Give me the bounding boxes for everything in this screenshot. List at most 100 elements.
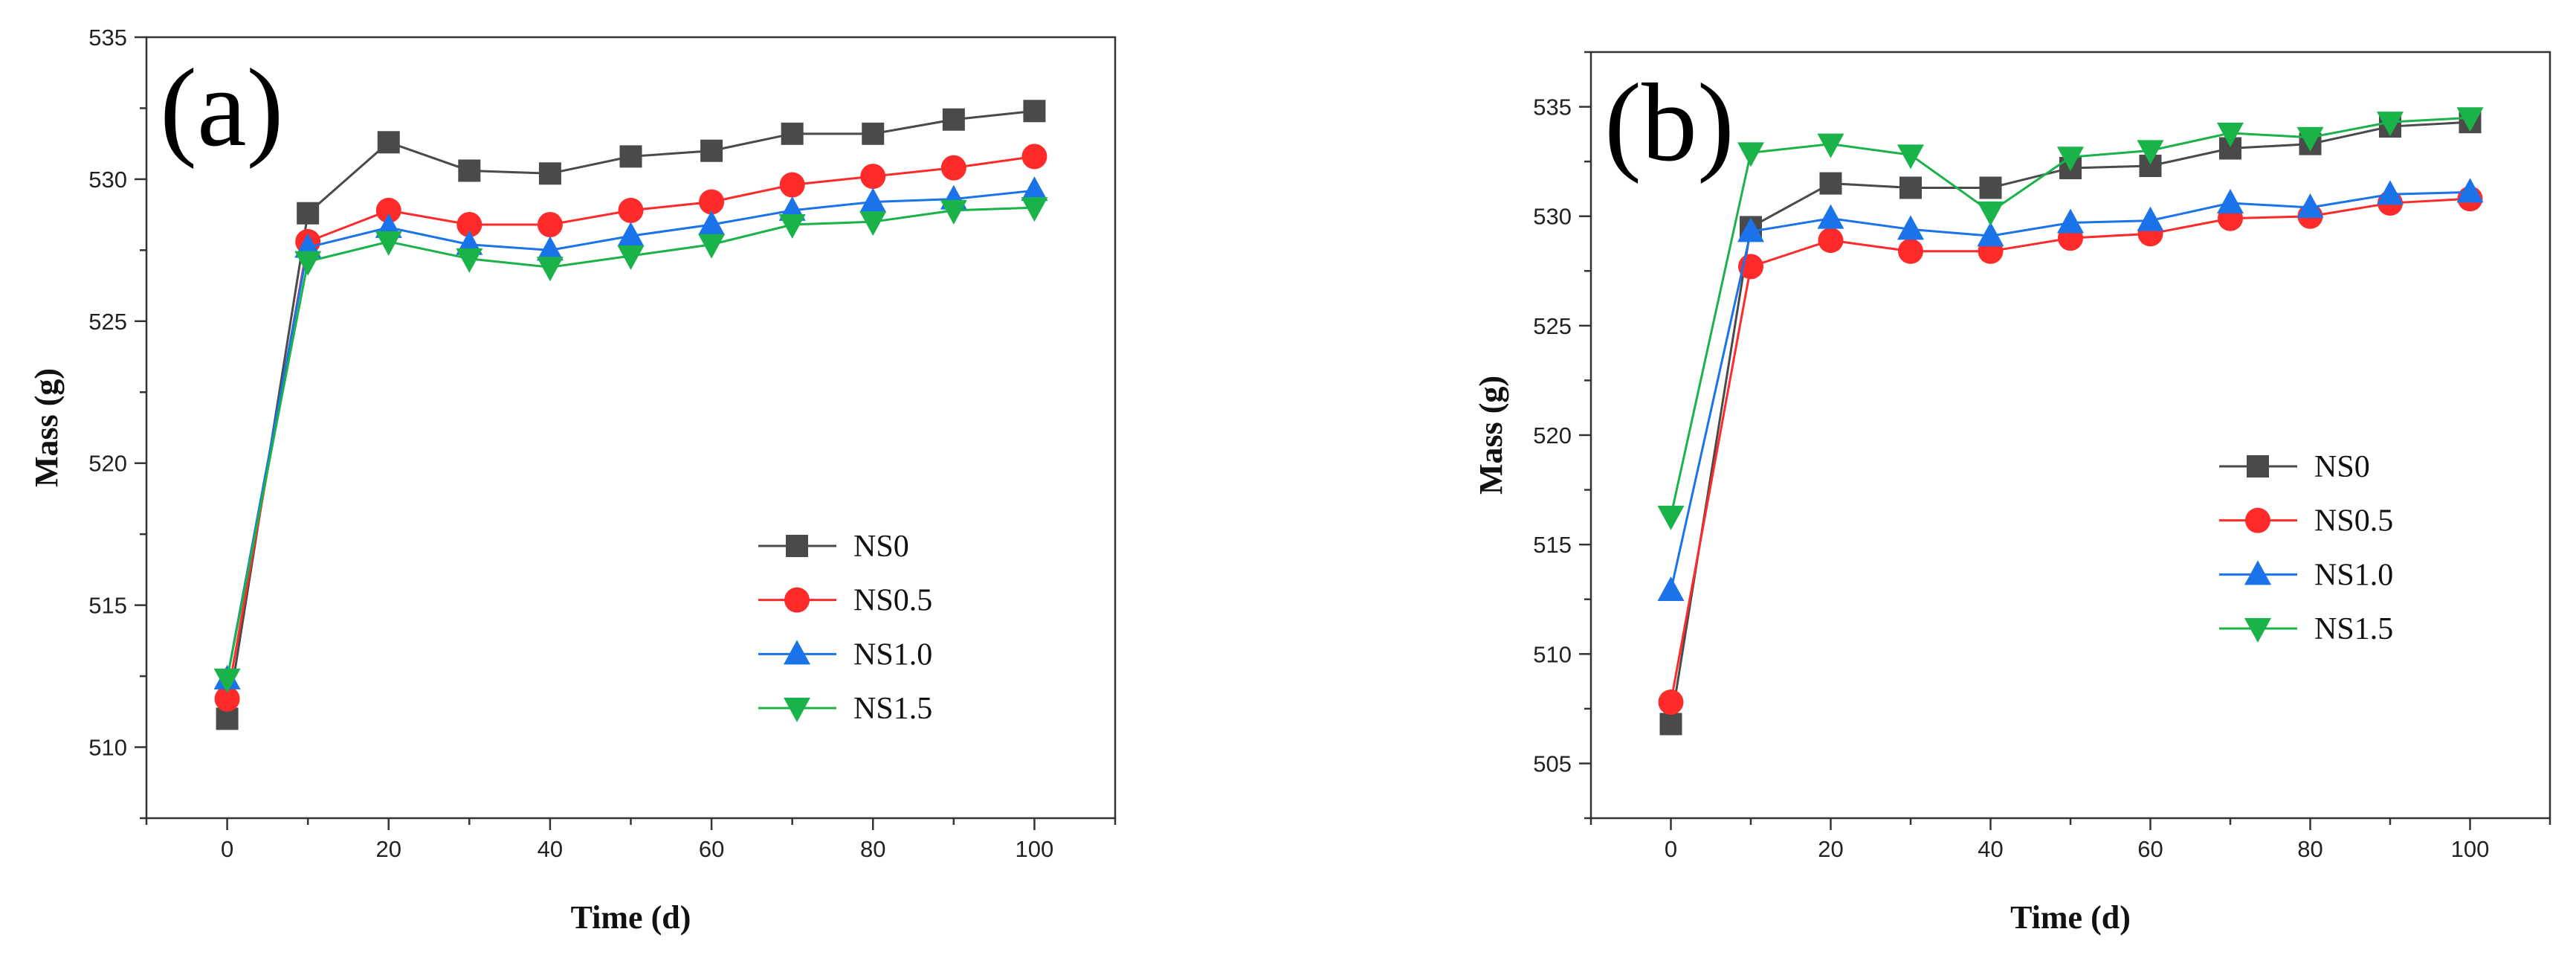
data-point bbox=[1818, 228, 1844, 254]
data-point bbox=[860, 164, 886, 190]
data-point bbox=[2456, 178, 2484, 203]
legend-marker bbox=[2247, 455, 2269, 478]
x-tick-label: 100 bbox=[1016, 836, 1054, 862]
data-point bbox=[1737, 142, 1764, 167]
data-point bbox=[2217, 189, 2244, 214]
legend-label: NS0.5 bbox=[2314, 504, 2393, 539]
data-point bbox=[214, 686, 240, 712]
data-point bbox=[537, 212, 563, 237]
legend-label: NS0.5 bbox=[853, 584, 932, 618]
y-tick-label: 520 bbox=[88, 451, 127, 477]
legend-marker bbox=[784, 587, 810, 613]
y-tick-label: 525 bbox=[88, 309, 127, 335]
data-point bbox=[297, 202, 320, 225]
data-point bbox=[1977, 222, 2004, 247]
data-point bbox=[2456, 107, 2484, 132]
x-tick-label: 0 bbox=[1665, 836, 1677, 862]
legend-marker bbox=[2245, 507, 2270, 533]
data-point bbox=[699, 189, 725, 215]
y-tick-label: 515 bbox=[88, 593, 127, 619]
data-point bbox=[2137, 206, 2164, 231]
y-tick-label: 515 bbox=[1533, 532, 1572, 558]
legend-marker bbox=[784, 640, 810, 665]
data-point bbox=[538, 162, 561, 185]
data-point bbox=[779, 172, 805, 198]
data-point bbox=[2296, 193, 2324, 218]
legend-marker bbox=[786, 535, 808, 557]
data-point bbox=[213, 668, 241, 693]
x-tick-label: 100 bbox=[2451, 836, 2490, 862]
legend-entry-ns0: NS0 bbox=[758, 530, 909, 564]
data-point bbox=[700, 139, 723, 162]
y-tick-label: 530 bbox=[88, 167, 127, 193]
legend-marker bbox=[2244, 560, 2271, 585]
data-point bbox=[1021, 176, 1048, 202]
data-point bbox=[619, 145, 642, 168]
x-axis-title: Time (d) bbox=[571, 899, 691, 936]
data-point bbox=[2137, 140, 2164, 165]
data-point bbox=[859, 211, 887, 237]
data-point bbox=[294, 251, 322, 276]
legend-entry-ns1-5: NS1.5 bbox=[758, 692, 932, 726]
x-tick-label: 40 bbox=[1978, 836, 2003, 862]
data-point bbox=[2057, 208, 2084, 234]
x-tick-label: 60 bbox=[2137, 836, 2163, 862]
data-point bbox=[536, 257, 564, 282]
legend-entry-ns1-5: NS1.5 bbox=[2219, 612, 2393, 646]
legend: NS0 NS0.5 NS1.0 NS1.5 bbox=[758, 530, 932, 726]
legend-label: NS0 bbox=[2314, 450, 2370, 484]
data-point bbox=[458, 159, 481, 182]
legend-entry-ns1-0: NS1.0 bbox=[758, 637, 932, 672]
data-point bbox=[1659, 713, 1682, 736]
x-tick-label: 60 bbox=[699, 836, 724, 862]
data-point bbox=[1899, 176, 1922, 199]
y-tick-label: 510 bbox=[1533, 641, 1572, 667]
data-point bbox=[2217, 122, 2244, 147]
data-point bbox=[617, 245, 645, 270]
legend-entry-ns0-5: NS0.5 bbox=[2219, 504, 2393, 539]
legend-label: NS1.5 bbox=[853, 692, 932, 726]
y-tick-label: 520 bbox=[1533, 422, 1572, 449]
data-point bbox=[1897, 215, 1924, 240]
data-point bbox=[375, 231, 402, 256]
data-point bbox=[698, 210, 726, 235]
series-ns1-5 bbox=[213, 197, 1048, 693]
panel-label: (a) bbox=[160, 46, 283, 170]
chart-panel-a: 0 20 40 60 80 100 510 515 520 525 530 535 Time (d) Ma… bbox=[28, 25, 1117, 936]
data-point bbox=[1819, 172, 1842, 195]
legend-marker bbox=[2244, 618, 2271, 643]
chart-panel-b: 0 20 40 60 80 100 505 510 515 520 525 530 535 Time (d… bbox=[1473, 51, 2551, 936]
data-point bbox=[536, 236, 564, 261]
x-tick-label: 40 bbox=[538, 836, 563, 862]
data-point bbox=[2057, 147, 2084, 172]
x-tick-label: 80 bbox=[860, 836, 885, 862]
y-tick-label: 535 bbox=[1533, 94, 1572, 120]
legend-entry-ns0-5: NS0.5 bbox=[758, 584, 932, 618]
x-tick-label: 0 bbox=[221, 836, 233, 862]
data-point bbox=[698, 234, 726, 259]
data-point bbox=[1657, 505, 1685, 530]
data-point bbox=[617, 222, 645, 247]
data-point bbox=[778, 214, 806, 239]
legend-entry-ns0: NS0 bbox=[2219, 450, 2370, 484]
x-axis-title: Time (d) bbox=[2010, 899, 2131, 936]
data-point bbox=[1737, 217, 1764, 242]
data-point bbox=[781, 122, 804, 145]
legend-label: NS1.5 bbox=[2314, 612, 2393, 646]
legend-marker bbox=[784, 698, 810, 722]
data-point bbox=[456, 248, 483, 273]
data-point bbox=[862, 122, 885, 145]
data-point bbox=[1817, 133, 1844, 158]
legend-entry-ns1-0: NS1.0 bbox=[2219, 558, 2393, 592]
series-ns0-5 bbox=[214, 144, 1047, 712]
data-point bbox=[618, 197, 644, 223]
series-ns1-0 bbox=[1657, 178, 2484, 601]
y-tick-label: 535 bbox=[88, 25, 127, 51]
data-point bbox=[456, 212, 482, 237]
legend-label: NS1.0 bbox=[2314, 558, 2393, 592]
y-tick-label: 510 bbox=[88, 735, 127, 761]
data-point bbox=[942, 108, 965, 131]
data-point bbox=[940, 155, 966, 181]
legend: NS0 NS0.5 NS1.0 NS1.5 bbox=[2219, 450, 2393, 646]
